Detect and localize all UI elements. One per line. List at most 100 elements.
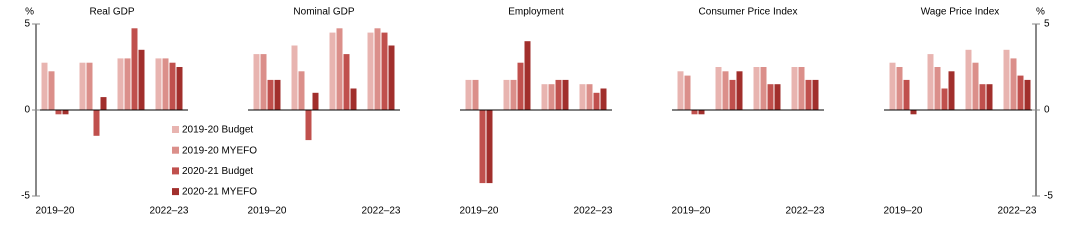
bar — [274, 79, 281, 110]
bar — [593, 92, 600, 110]
bar — [169, 62, 176, 110]
bar — [305, 110, 312, 141]
bar — [336, 28, 343, 110]
bar — [579, 84, 586, 110]
bar — [965, 49, 972, 110]
chart: Real GDP 2019–20 2022–23 -5 0 5% 2019-20 Budge… — [21, 7, 1053, 217]
bar — [1024, 79, 1031, 110]
x-tick-label: 2019–20 — [36, 206, 75, 217]
bar — [486, 110, 493, 184]
bar — [941, 88, 948, 110]
legend-swatch — [172, 167, 179, 175]
bar — [524, 41, 531, 111]
legend-swatch — [172, 126, 179, 133]
y-tick-label: 5 — [1044, 19, 1050, 30]
x-tick-label: 2019–20 — [460, 206, 499, 217]
bar — [896, 67, 903, 110]
bar — [791, 67, 798, 110]
panel-title: Employment — [508, 7, 564, 18]
bar — [677, 71, 684, 110]
bar — [479, 110, 486, 184]
x-tick-label: 2022–23 — [362, 206, 401, 217]
x-tick-label: 2022–23 — [998, 206, 1037, 217]
x-tick-label: 2022–23 — [574, 206, 613, 217]
bar — [986, 84, 993, 110]
bar — [138, 49, 145, 110]
bar — [117, 58, 124, 110]
bar — [343, 54, 350, 110]
bar — [388, 45, 395, 110]
x-tick-label: 2019–20 — [672, 206, 711, 217]
panel-title: Wage Price Index — [921, 7, 1000, 18]
legend-label: 2020-21 Budget — [182, 166, 253, 177]
bar — [374, 28, 381, 110]
bar — [691, 110, 698, 115]
bar — [79, 62, 86, 110]
bar — [927, 54, 934, 110]
panel-title: Real GDP — [89, 7, 134, 18]
bar — [889, 62, 896, 110]
y-tick-label: -5 — [1044, 191, 1053, 202]
bar — [812, 79, 819, 110]
bar — [1010, 58, 1017, 110]
bar — [548, 84, 555, 110]
bar — [381, 32, 388, 110]
bar — [555, 79, 562, 110]
bar — [155, 58, 162, 110]
y-tick-label: 0 — [1044, 105, 1050, 116]
y-tick-label: 0 — [24, 105, 30, 116]
bar — [517, 62, 524, 110]
x-tick-label: 2019–20 — [884, 206, 923, 217]
bar — [329, 32, 336, 110]
bar — [48, 71, 55, 110]
bar — [586, 84, 593, 110]
bar — [562, 79, 569, 110]
bar — [312, 92, 319, 110]
panel-title: Consumer Price Index — [699, 7, 798, 18]
bar — [715, 67, 722, 110]
bar — [291, 45, 298, 110]
bar — [600, 88, 607, 110]
legend-label: 2020-21 MYEFO — [182, 187, 257, 198]
bar — [541, 84, 548, 110]
bar — [472, 79, 479, 110]
bar — [298, 71, 305, 110]
x-tick-label: 2022–23 — [150, 206, 189, 217]
panel-title: Nominal GDP — [293, 7, 354, 18]
bar — [176, 67, 183, 110]
bar — [774, 84, 781, 110]
bar — [736, 71, 743, 110]
bar — [805, 79, 812, 110]
bar — [162, 58, 169, 110]
bar — [131, 28, 138, 110]
bar — [767, 84, 774, 110]
bar — [350, 88, 357, 110]
bar — [100, 97, 107, 110]
y-axis-label: % — [25, 7, 34, 18]
bar — [86, 62, 93, 110]
legend-swatch — [172, 146, 179, 154]
x-tick-label: 2019–20 — [248, 206, 287, 217]
bar — [684, 75, 691, 110]
legend-label: 2019-20 MYEFO — [182, 145, 257, 156]
bar — [267, 79, 274, 110]
x-tick-label: 2022–23 — [786, 206, 825, 217]
bar — [1003, 49, 1010, 110]
legend-swatch — [172, 188, 179, 196]
bar — [62, 110, 69, 115]
bar — [465, 79, 472, 110]
bar — [753, 67, 760, 110]
bar — [934, 67, 941, 110]
bar — [972, 62, 979, 110]
bar — [903, 79, 910, 110]
bar — [55, 110, 62, 115]
bar — [367, 32, 374, 110]
bar — [729, 79, 736, 110]
bar — [910, 110, 917, 115]
bar — [124, 58, 131, 110]
bar — [798, 67, 805, 110]
bar — [510, 79, 517, 110]
bar — [260, 54, 267, 110]
bar — [979, 84, 986, 110]
legend-label: 2019-20 Budget — [182, 125, 253, 136]
